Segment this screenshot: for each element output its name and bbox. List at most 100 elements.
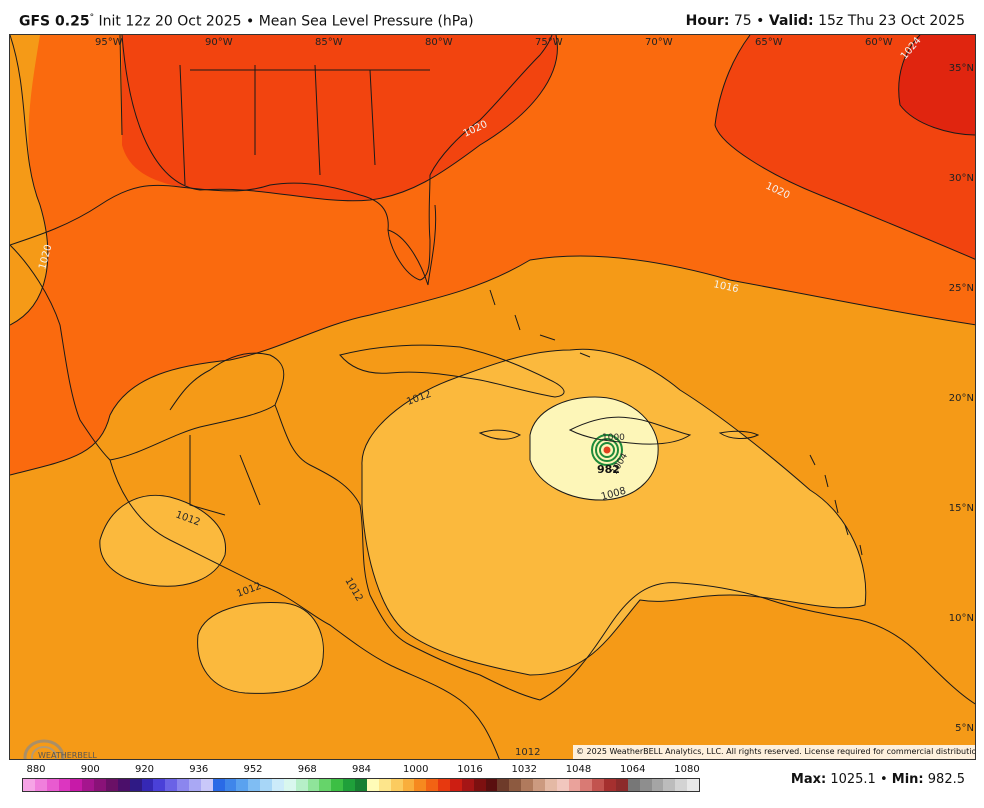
colorbar-tick-label: 1048 [565,764,592,775]
colorbar-swatch [568,779,581,791]
colorbar-swatch [82,779,95,791]
colorbar-tick-label: 936 [189,764,209,775]
lon-label: 85°W [315,37,343,48]
lon-label: 70°W [645,37,673,48]
copyright-notice: © 2025 WeatherBELL Analytics, LLC. All r… [573,745,975,759]
colorbar-tick-label: 1032 [511,764,537,775]
colorbar-tick-label: 1016 [457,764,483,775]
lon-label: 90°W [205,37,233,48]
colorbar-swatch [165,779,178,791]
latitude-labels: 35°N 30°N 25°N 20°N 15°N 10°N 5°N [949,63,974,734]
isobar-1012-region-west [10,35,48,325]
header-bar: GFS 0.25° Init 12z 20 Oct 2025 • Mean Se… [0,0,984,34]
colorbar-swatch [34,779,47,791]
colorbar-swatch [283,779,296,791]
colorbar-swatch [604,779,616,791]
colorbar-swatch [153,779,166,791]
colorbar-swatch [390,779,403,791]
colorbar-swatch [343,779,356,791]
colorbar-swatch [592,779,605,791]
lon-label: 65°W [755,37,783,48]
colorbar-tick-label: 880 [26,764,46,775]
colorbar-swatch [94,779,107,791]
colorbar-tick-label: 1064 [620,764,646,775]
lon-label: 80°W [425,37,453,48]
header-bullet: • [245,13,255,30]
colorbar-tick-label: 1080 [674,764,700,775]
colorbar-tick-label: 984 [351,764,372,775]
logo-text: WEATHERBELL [38,751,97,760]
isobar-1024-region [898,35,975,135]
min-value: 982.5 [927,772,965,787]
colorbar-swatch [497,779,510,791]
colorbar-swatch [580,779,593,791]
colorbar-swatch [236,779,249,791]
colorbar-swatch [532,779,545,791]
field-name: Mean Sea Level Pressure (hPa) [258,13,474,30]
colorbar-tick-label: 920 [134,764,155,775]
lat-label: 20°N [949,393,974,404]
colorbar-swatch [426,779,439,791]
colorbar-swatch [449,779,462,791]
colorbar-swatch [378,779,391,791]
colorbar-swatch [355,779,367,791]
lat-label: 30°N [949,173,974,184]
lat-label: 5°N [955,723,974,734]
colorbar-swatch [212,779,225,791]
model-name: GFS 0.25 [19,13,90,30]
header-valid: Hour: 75 • Valid: 15z Thu 23 Oct 2025 [686,13,965,29]
max-value: 1025.1 [830,772,876,787]
isobar-label: 1012 [515,747,540,758]
colorbar-tick-label: 968 [297,764,317,775]
coastlines [10,35,975,759]
isobar-1004-region [530,397,659,501]
stats-bullet: • [879,772,888,787]
longitude-labels: 95°W 90°W 85°W 80°W 75°W 70°W 65°W 60°W [95,37,893,48]
lat-label: 15°N [949,503,974,514]
colorbar-ticks: 880 900 920 936 952 968 984 1000 1016 1032 1048 106… [0,764,984,776]
header-bullet-2: • [756,13,765,29]
colorbar-swatch [177,779,190,791]
colorbar-swatch [307,779,320,791]
colorbar-swatch [117,779,130,791]
colorbar-tick-label: 900 [80,764,100,775]
lat-label: 25°N [949,283,974,294]
lon-label: 60°W [865,37,893,48]
colorbar-swatch [260,779,273,791]
colorbar-swatch [663,779,676,791]
isobar-1008-region-pacific-2 [197,602,324,694]
pressure-map: 95°W 90°W 85°W 80°W 75°W 70°W 65°W 60°W … [9,34,976,760]
lat-label: 35°N [949,63,974,74]
max-min-stats: Max: 1025.1 • Min: 982.5 [791,772,965,787]
colorbar-swatch [224,779,237,791]
max-label: Max: [790,772,827,787]
colorbar-swatch [295,779,308,791]
lon-label: 95°W [95,37,123,48]
hour-label: Hour: [685,13,730,29]
colorbar-swatch [509,779,522,791]
colorbar-swatch [687,779,699,791]
pressure-center-label: 982 [597,463,620,476]
map-svg: 95°W 90°W 85°W 80°W 75°W 70°W 65°W 60°W … [10,35,975,759]
colorbar-swatch [485,779,498,791]
hour-value: 75 [733,13,752,29]
colorbar-swatch [129,779,142,791]
min-label: Min: [891,772,924,787]
colorbar-swatch [141,779,154,791]
weatherbell-logo: WEATHERBELL [22,735,112,760]
colorbar-swatch [106,779,118,791]
colorbar-swatch [402,779,415,791]
colorbar-swatch [331,779,344,791]
colorbar-swatch [544,779,557,791]
isobar-1008-region-pacific [99,495,226,587]
colorbar-swatch [675,779,688,791]
logo-swirl-icon: WEATHERBELL [23,739,97,760]
colorbar-swatch [461,779,474,791]
colorbar-swatch [615,779,628,791]
colorbar [22,778,700,792]
isobar-label: 1000 [602,433,625,443]
init-time: Init 12z 20 Oct 2025 [98,13,242,30]
colorbar-swatch [70,779,83,791]
colorbar-swatch [627,779,640,791]
colorbar-swatch [438,779,450,791]
